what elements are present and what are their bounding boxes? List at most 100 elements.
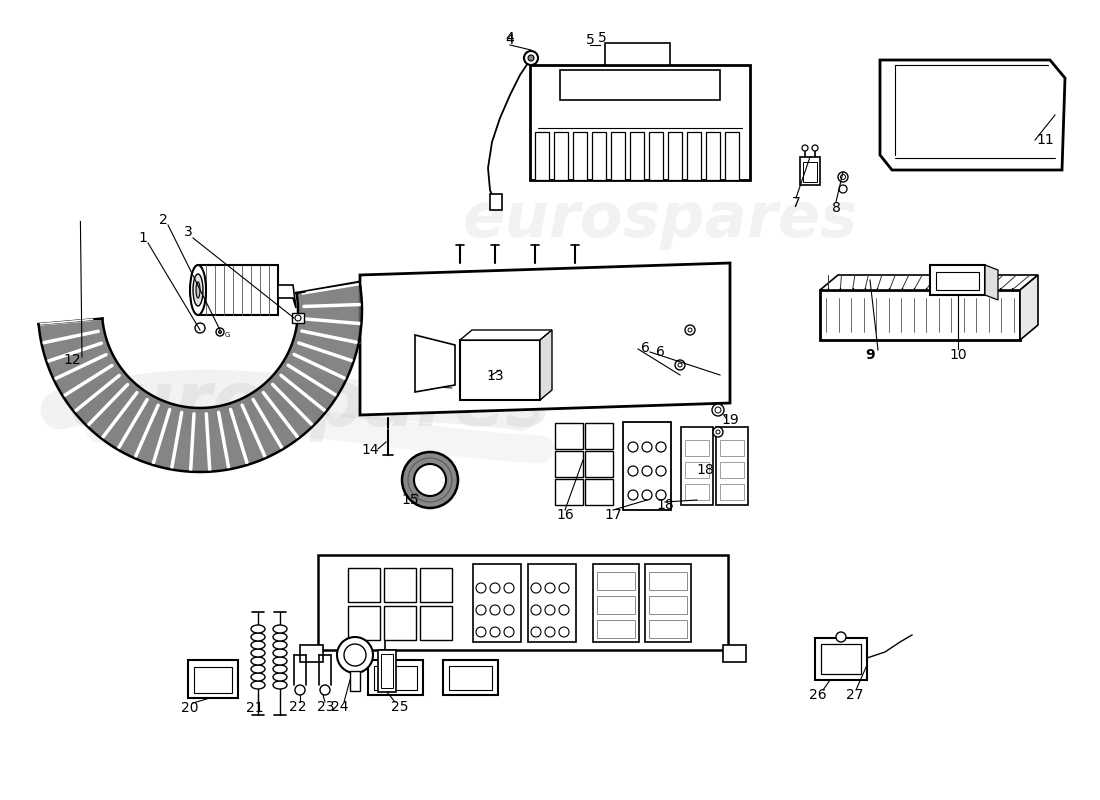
- Circle shape: [219, 330, 221, 334]
- Bar: [800, 157, 820, 185]
- Bar: [649, 572, 688, 590]
- Circle shape: [628, 442, 638, 452]
- Bar: [706, 132, 721, 180]
- Bar: [803, 162, 817, 182]
- Polygon shape: [540, 330, 552, 400]
- Bar: [681, 427, 713, 505]
- Polygon shape: [880, 60, 1065, 170]
- Ellipse shape: [196, 282, 200, 298]
- Text: 23: 23: [317, 700, 334, 714]
- Circle shape: [531, 627, 541, 637]
- Text: 16: 16: [557, 508, 574, 522]
- Bar: [460, 340, 540, 400]
- Circle shape: [839, 185, 847, 193]
- Bar: [688, 132, 701, 180]
- Bar: [556, 451, 583, 477]
- Bar: [649, 596, 688, 614]
- Circle shape: [402, 452, 458, 508]
- Text: 5: 5: [597, 31, 606, 45]
- Polygon shape: [415, 335, 455, 392]
- Circle shape: [685, 325, 695, 335]
- Circle shape: [812, 145, 818, 151]
- Bar: [645, 564, 691, 642]
- Bar: [597, 620, 635, 638]
- Ellipse shape: [251, 625, 265, 633]
- Bar: [930, 265, 984, 295]
- Circle shape: [320, 685, 330, 695]
- Ellipse shape: [251, 665, 265, 673]
- Ellipse shape: [273, 673, 287, 681]
- Circle shape: [559, 583, 569, 593]
- Bar: [649, 132, 663, 180]
- Circle shape: [712, 404, 724, 416]
- Polygon shape: [1020, 275, 1038, 340]
- Text: 19: 19: [722, 413, 739, 427]
- Ellipse shape: [251, 649, 265, 657]
- Text: 17: 17: [604, 508, 622, 522]
- Text: 10: 10: [949, 348, 967, 362]
- Bar: [685, 440, 710, 456]
- Circle shape: [802, 145, 808, 151]
- Circle shape: [414, 464, 446, 496]
- Circle shape: [531, 605, 541, 615]
- Ellipse shape: [192, 274, 204, 306]
- Text: 22: 22: [289, 700, 307, 714]
- Circle shape: [715, 407, 720, 413]
- Polygon shape: [820, 275, 1038, 290]
- Bar: [188, 660, 238, 698]
- Circle shape: [656, 442, 666, 452]
- Circle shape: [559, 627, 569, 637]
- Circle shape: [642, 490, 652, 500]
- Bar: [685, 462, 710, 478]
- Ellipse shape: [251, 657, 265, 665]
- Circle shape: [544, 605, 556, 615]
- Bar: [623, 422, 671, 510]
- Circle shape: [675, 360, 685, 370]
- Bar: [378, 650, 396, 692]
- Text: 4: 4: [506, 31, 515, 45]
- Text: 14: 14: [361, 443, 378, 457]
- Ellipse shape: [190, 265, 206, 315]
- Circle shape: [713, 427, 723, 437]
- Bar: [592, 132, 606, 180]
- Text: 13: 13: [486, 369, 504, 383]
- Circle shape: [642, 442, 652, 452]
- Bar: [821, 644, 861, 674]
- Text: 20: 20: [182, 701, 199, 715]
- Ellipse shape: [251, 633, 265, 641]
- Circle shape: [504, 583, 514, 593]
- Circle shape: [504, 605, 514, 615]
- Text: 27: 27: [846, 688, 864, 702]
- Circle shape: [490, 605, 500, 615]
- Circle shape: [840, 174, 846, 179]
- Circle shape: [656, 466, 666, 476]
- Bar: [528, 564, 576, 642]
- Polygon shape: [360, 263, 730, 415]
- Polygon shape: [318, 555, 728, 650]
- Polygon shape: [460, 330, 552, 340]
- Text: 18: 18: [696, 463, 714, 477]
- Bar: [473, 564, 521, 642]
- Text: 8: 8: [832, 201, 840, 215]
- Circle shape: [504, 627, 514, 637]
- Circle shape: [195, 323, 205, 333]
- Bar: [194, 667, 232, 693]
- Ellipse shape: [273, 681, 287, 689]
- Bar: [443, 660, 498, 695]
- Text: 18: 18: [656, 498, 674, 512]
- Bar: [374, 666, 417, 690]
- Circle shape: [476, 605, 486, 615]
- Text: eurospares: eurospares: [462, 190, 858, 250]
- Bar: [292, 313, 304, 323]
- Circle shape: [544, 627, 556, 637]
- Ellipse shape: [273, 641, 287, 649]
- Bar: [490, 194, 502, 210]
- Circle shape: [628, 466, 638, 476]
- Text: 7: 7: [792, 196, 801, 210]
- Bar: [384, 568, 416, 602]
- Ellipse shape: [251, 641, 265, 649]
- Text: 1: 1: [139, 231, 147, 245]
- Circle shape: [531, 583, 541, 593]
- Circle shape: [836, 632, 846, 642]
- Circle shape: [476, 583, 486, 593]
